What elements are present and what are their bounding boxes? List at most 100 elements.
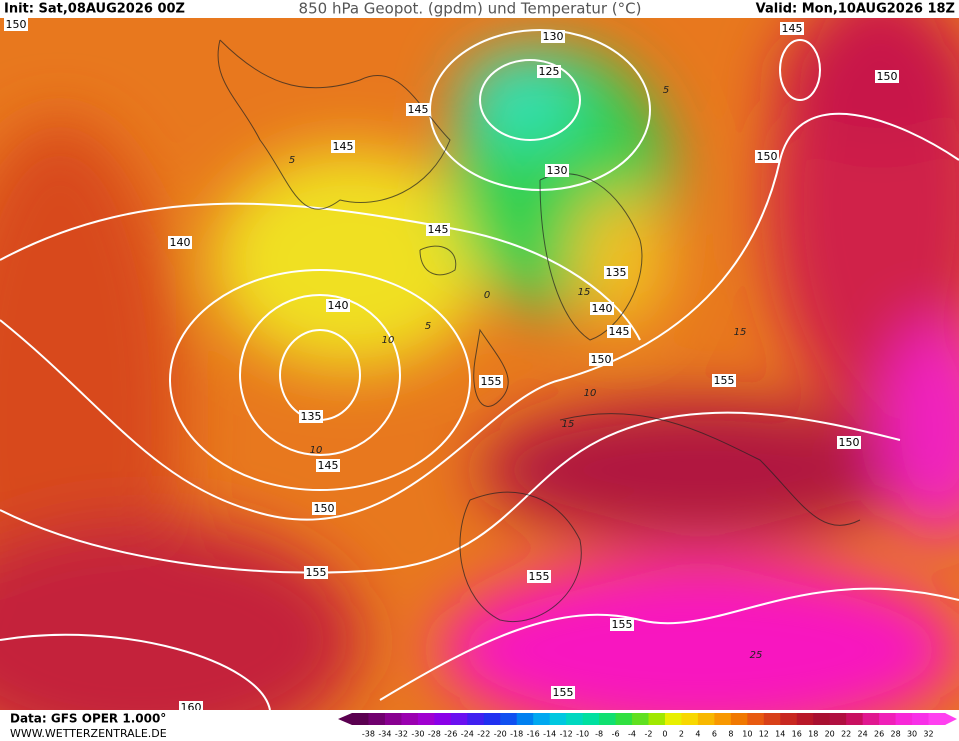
isotherm-label: 5 xyxy=(425,321,431,332)
contour-label-box xyxy=(837,436,861,449)
scale-label: -38 xyxy=(362,730,375,739)
scale-label: 16 xyxy=(792,730,802,739)
scale-label: -4 xyxy=(628,730,636,739)
scale-cell xyxy=(434,713,452,725)
coastlines xyxy=(217,39,861,622)
contour-label-box xyxy=(479,375,503,388)
scale-cell xyxy=(747,713,765,725)
contour-label-box xyxy=(326,299,350,312)
contour-label: 150 xyxy=(314,502,335,515)
scale-cell xyxy=(928,713,946,725)
scale-label: 10 xyxy=(742,730,752,739)
scale-label: -12 xyxy=(560,730,573,739)
contour-label-box xyxy=(604,266,628,279)
scale-label: -14 xyxy=(543,730,556,739)
scale-cell xyxy=(912,713,930,725)
contour-label-box xyxy=(168,236,192,249)
contour-label: 145 xyxy=(782,22,803,35)
scale-label: 0 xyxy=(662,730,667,739)
scale-label: 8 xyxy=(728,730,733,739)
scale-label: -28 xyxy=(428,730,441,739)
scale-arrow-left xyxy=(338,713,352,725)
scale-cell xyxy=(368,713,386,725)
scale-cell xyxy=(895,713,913,725)
scale-label: 20 xyxy=(825,730,835,739)
valid-time: Valid: Mon,10AUG2026 18Z xyxy=(756,2,955,17)
data-source: Data: GFS OPER 1.000° xyxy=(10,712,166,726)
scale-cell xyxy=(516,713,534,725)
contour-label-box xyxy=(590,302,614,315)
scale-cell xyxy=(500,713,518,725)
init-time: Init: Sat,08AUG2026 00Z xyxy=(4,2,185,17)
scale-cell xyxy=(450,713,468,725)
contour-label-box xyxy=(607,325,631,338)
isotherm-label: 25 xyxy=(750,650,763,661)
contour-label: 145 xyxy=(428,223,449,236)
isotherm-label: 5 xyxy=(663,85,669,96)
contour-label-box xyxy=(179,701,203,710)
scale-cell xyxy=(384,713,402,725)
contour-label: 155 xyxy=(714,374,735,387)
scale-label: 2 xyxy=(679,730,684,739)
scale-label: -2 xyxy=(645,730,653,739)
isotherm-label: 5 xyxy=(289,155,295,166)
isotherm-label: 0 xyxy=(484,290,490,301)
scale-cell xyxy=(796,713,814,725)
scale-label: 12 xyxy=(759,730,769,739)
scale-cell xyxy=(648,713,666,725)
contour-label-box xyxy=(712,374,736,387)
scale-cell xyxy=(780,713,798,725)
contour-label-box xyxy=(304,566,328,579)
map-title: 850 hPa Geopot. (gpdm) und Temperatur (°… xyxy=(299,0,642,18)
contour-label-box xyxy=(780,22,804,35)
contour-label-box xyxy=(875,70,899,83)
scale-label: -30 xyxy=(411,730,424,739)
scale-label: -10 xyxy=(576,730,589,739)
scale-label: -16 xyxy=(527,730,540,739)
contour-label: 150 xyxy=(839,436,860,449)
contour-label-box xyxy=(610,618,634,631)
scale-label: 32 xyxy=(923,730,933,739)
contour-label-box xyxy=(4,18,28,31)
isotherm-label: 10 xyxy=(310,445,323,456)
contour-label: 140 xyxy=(328,299,349,312)
contour-label: 130 xyxy=(543,30,564,43)
scale-label: 24 xyxy=(858,730,868,739)
scale-cell xyxy=(352,713,369,725)
scale-label: -8 xyxy=(595,730,603,739)
contour-label: 150 xyxy=(591,353,612,366)
scale-label: -26 xyxy=(444,730,457,739)
isotherm-label: 15 xyxy=(734,327,747,338)
scale-cell xyxy=(533,713,551,725)
scale-cell xyxy=(417,713,435,725)
color-scale: -38 -34 -32 -30 -28 -26 -24 -22 -20 -18 -16 -14 -12-… xyxy=(338,713,957,739)
scale-cell xyxy=(730,713,748,725)
scale-cell xyxy=(714,713,732,725)
geopotential-contours xyxy=(0,29,959,710)
scale-label: -18 xyxy=(510,730,523,739)
contour-label-box xyxy=(312,502,336,515)
scale-cell xyxy=(697,713,715,725)
isotherm-label: 10 xyxy=(584,388,597,399)
isotherm-label: 10 xyxy=(382,335,395,346)
contour-label-box xyxy=(755,150,779,163)
contour-label-box xyxy=(331,140,355,153)
scale-label: -34 xyxy=(378,730,391,739)
contour-label: 150 xyxy=(877,70,898,83)
contour-label: 130 xyxy=(547,164,568,177)
scale-cell xyxy=(582,713,600,725)
scale-label: -6 xyxy=(612,730,620,739)
scale-cell xyxy=(467,713,485,725)
scale-label: 30 xyxy=(907,730,917,739)
scale-arrow-right xyxy=(945,713,957,725)
contour-label: 150 xyxy=(757,150,778,163)
contour-label: 155 xyxy=(306,566,327,579)
scale-label: 18 xyxy=(808,730,818,739)
scale-label: 28 xyxy=(890,730,900,739)
contour-label: 145 xyxy=(318,459,339,472)
source-url: WWW.WETTERZENTRALE.DE xyxy=(10,727,167,740)
contour-label: 155 xyxy=(529,570,550,583)
